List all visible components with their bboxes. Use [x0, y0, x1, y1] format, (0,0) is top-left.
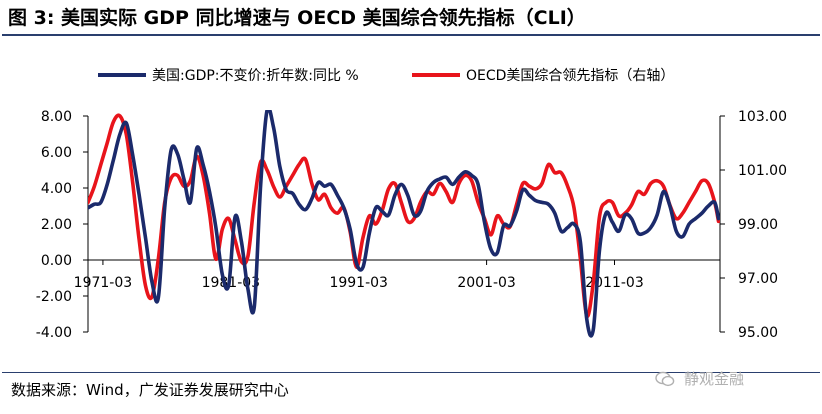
left-y-tick-label: 8.00 — [41, 109, 72, 125]
footer-divider — [2, 372, 820, 373]
dual-axis-line-chart: 美国:GDP:不变价:折年数:同比 % OECD美国综合领先指标（右轴） 8.0… — [36, 68, 787, 341]
series-line-gdp — [88, 110, 720, 338]
right-y-ticks: 103.00 101.00 99.00 97.00 95.00 — [720, 109, 787, 341]
left-y-tick-label: 2.00 — [41, 217, 72, 233]
right-y-tick-label: 97.00 — [738, 271, 778, 287]
watermark-text: 静观金融 — [684, 370, 745, 388]
left-y-tick-label: -2.00 — [36, 289, 72, 305]
legend-label-cli: OECD美国综合领先指标（右轴） — [466, 68, 674, 84]
right-y-tick-label: 99.00 — [738, 217, 778, 233]
title-divider — [2, 34, 820, 36]
right-y-tick-label: 95.00 — [738, 325, 778, 341]
left-y-tick-label: -4.00 — [36, 325, 72, 341]
legend-label-gdp: 美国:GDP:不变价:折年数:同比 % — [152, 68, 359, 84]
x-tick-label: 1991-03 — [329, 275, 388, 291]
left-y-ticks: 8.00 6.00 4.00 2.00 0.00 -2.00 -4.00 — [36, 109, 88, 341]
series-layer — [88, 110, 720, 338]
figure-title: 图 3: 美国实际 GDP 同比增速与 OECD 美国综合领先指标（CLI） — [8, 7, 586, 29]
x-tick-label: 1971-03 — [74, 275, 133, 291]
chart-legend: 美国:GDP:不变价:折年数:同比 % OECD美国综合领先指标（右轴） — [98, 68, 674, 84]
left-y-tick-label: 0.00 — [41, 253, 72, 269]
left-y-tick-label: 4.00 — [41, 181, 72, 197]
right-y-tick-label: 101.00 — [738, 163, 787, 179]
source-note: 数据来源：Wind，广发证券发展研究中心 — [11, 381, 289, 399]
wechat-icon — [655, 371, 675, 387]
x-tick-label: 2001-03 — [457, 275, 516, 291]
chart-axes — [87, 116, 721, 332]
left-y-tick-label: 6.00 — [41, 145, 72, 161]
x-tick-label: 2011-03 — [585, 275, 644, 291]
right-y-tick-label: 103.00 — [738, 109, 787, 125]
